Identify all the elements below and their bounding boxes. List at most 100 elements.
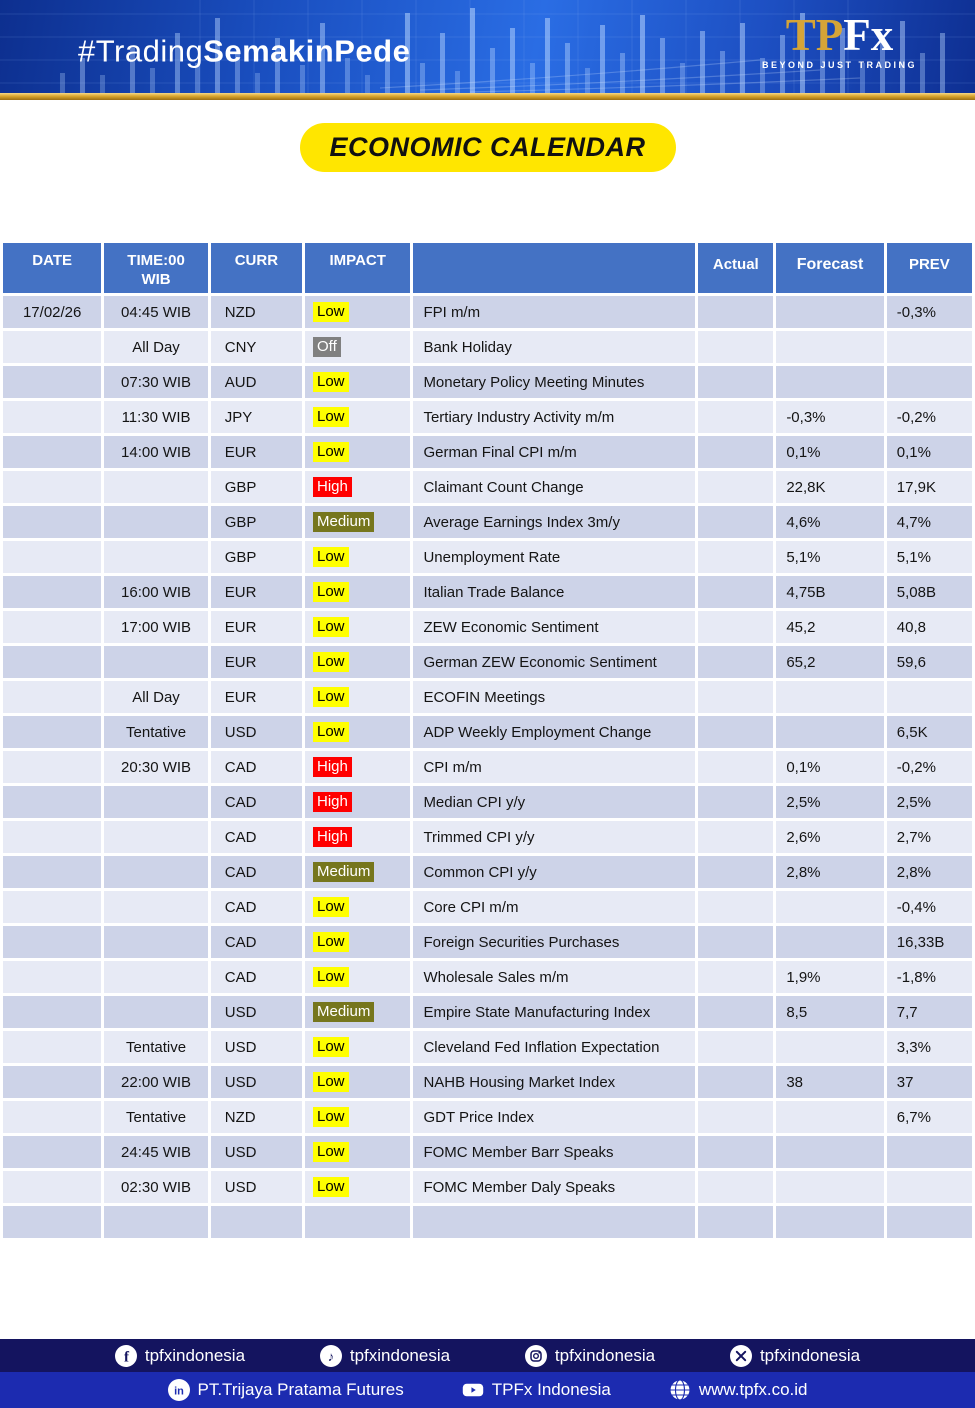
date-cell [3,786,102,818]
date-cell: 17/02/26 [3,296,102,328]
time-cell: All Day [104,331,208,363]
column-header-actual: Actual [698,243,774,293]
time-cell: Tentative [104,716,208,748]
actual-cell [698,611,774,643]
prev-cell: 6,7% [886,1101,972,1133]
currency-cell: EUR [210,646,302,678]
date-cell [3,646,102,678]
tpfx-logo: TPFx BEYOND JUST TRADING [762,12,917,70]
impact-cell: High [305,471,411,503]
date-cell [3,401,102,433]
forecast-cell: 22,8K [776,471,884,503]
time-cell: All Day [104,681,208,713]
prev-cell [886,1136,972,1168]
actual-cell [698,296,774,328]
table-row: 22:00 WIB USD Low NAHB Housing Market Index… [3,1066,972,1098]
x-twitter-link[interactable]: tpfxindonesia [729,1344,860,1367]
chart-background-graphic [0,0,975,93]
channel-name: TPFx Indonesia [491,1380,611,1399]
impact-badge: Medium [313,1002,375,1022]
time-cell: Tentative [104,1031,208,1063]
instagram-link[interactable]: tpfxindonesia [524,1344,655,1367]
table-row: 16:00 WIB EUR Low Italian Trade Balance 4,75… [3,576,972,608]
hashtag-prefix: #Trading [78,32,204,68]
event-cell: Cleveland Fed Inflation Expectation [413,1031,696,1063]
logo-fx: Fx [843,10,894,60]
actual-cell [698,856,774,888]
footer: f tpfxindonesia ♪ tpfxindonesia tpfxindo… [0,1339,975,1408]
impact-cell: Low [305,1171,411,1203]
social-handle: tpfxindonesia [144,1345,246,1365]
impact-badge: Low [313,407,349,427]
currency-cell: CAD [210,961,302,993]
impact-cell: Low [305,646,411,678]
impact-badge: Low [313,372,349,392]
currency-cell: CAD [210,891,302,923]
prev-cell: 16,33B [886,926,972,958]
table-row: Tentative USD Low ADP Weekly Employment Cha… [3,716,972,748]
forecast-cell [776,296,884,328]
impact-cell: Medium [305,506,411,538]
event-cell: CPI m/m [413,751,696,783]
impact-badge: Low [313,442,349,462]
actual-cell [698,821,774,853]
date-cell [3,436,102,468]
prev-cell [886,331,972,363]
prev-cell [886,681,972,713]
prev-cell [886,366,972,398]
currency-cell: CNY [210,331,302,363]
table-row: Tentative NZD Low GDT Price Index 6,7% [3,1101,972,1133]
event-cell: Empire State Manufacturing Index [413,996,696,1028]
impact-cell: Medium [305,856,411,888]
actual-cell [698,1171,774,1203]
column-header-forecast: Forecast [776,243,884,293]
actual-cell [698,1031,774,1063]
time-cell [104,996,208,1028]
prev-cell: 3,3% [886,1031,972,1063]
event-cell: Bank Holiday [413,331,696,363]
table-row: All Day CNY Off Bank Holiday [3,331,972,363]
column-header-prev: PREV [886,243,972,293]
facebook-link[interactable]: f tpfxindonesia [114,1344,246,1367]
forecast-cell: -0,3% [776,401,884,433]
prev-cell: 5,1% [886,541,972,573]
impact-cell: Low [305,576,411,608]
impact-cell: Low [305,1066,411,1098]
currency-cell: CAD [210,786,302,818]
actual-cell [698,926,774,958]
time-cell: 24:45 WIB [104,1136,208,1168]
table-row: 07:30 WIB AUD Low Monetary Policy Meeting M… [3,366,972,398]
forecast-cell [776,366,884,398]
forecast-cell: 2,8% [776,856,884,888]
website-link[interactable]: www.tpfx.co.id [669,1379,808,1401]
linkedin-link[interactable]: in PT.Trijaya Pratama Futures [167,1379,404,1401]
impact-badge: Low [313,302,349,322]
tiktok-link[interactable]: ♪ tpfxindonesia [319,1344,450,1367]
currency-cell: GBP [210,541,302,573]
impact-badge: Low [313,1072,349,1092]
impact-badge: Low [313,967,349,987]
table-row: 14:00 WIB EUR Low German Final CPI m/m 0,1% 0… [3,436,972,468]
date-cell [3,1101,102,1133]
date-cell [3,716,102,748]
currency-cell: CAD [210,926,302,958]
currency-cell [210,1206,302,1238]
time-cell: 02:30 WIB [104,1171,208,1203]
time-cell [104,471,208,503]
time-cell [104,856,208,888]
forecast-cell [776,331,884,363]
youtube-link[interactable]: TPFx Indonesia [462,1379,611,1401]
prev-cell: 5,08B [886,576,972,608]
impact-badge: Low [313,1107,349,1127]
table-row [3,1206,972,1238]
currency-cell: USD [210,1136,302,1168]
time-cell: 07:30 WIB [104,366,208,398]
event-cell: GDT Price Index [413,1101,696,1133]
table-row: CAD Low Core CPI m/m -0,4% [3,891,972,923]
actual-cell [698,506,774,538]
forecast-cell: 2,6% [776,821,884,853]
prev-cell: 40,8 [886,611,972,643]
impact-cell: Low [305,716,411,748]
currency-cell: EUR [210,576,302,608]
globe-icon [669,1379,691,1401]
